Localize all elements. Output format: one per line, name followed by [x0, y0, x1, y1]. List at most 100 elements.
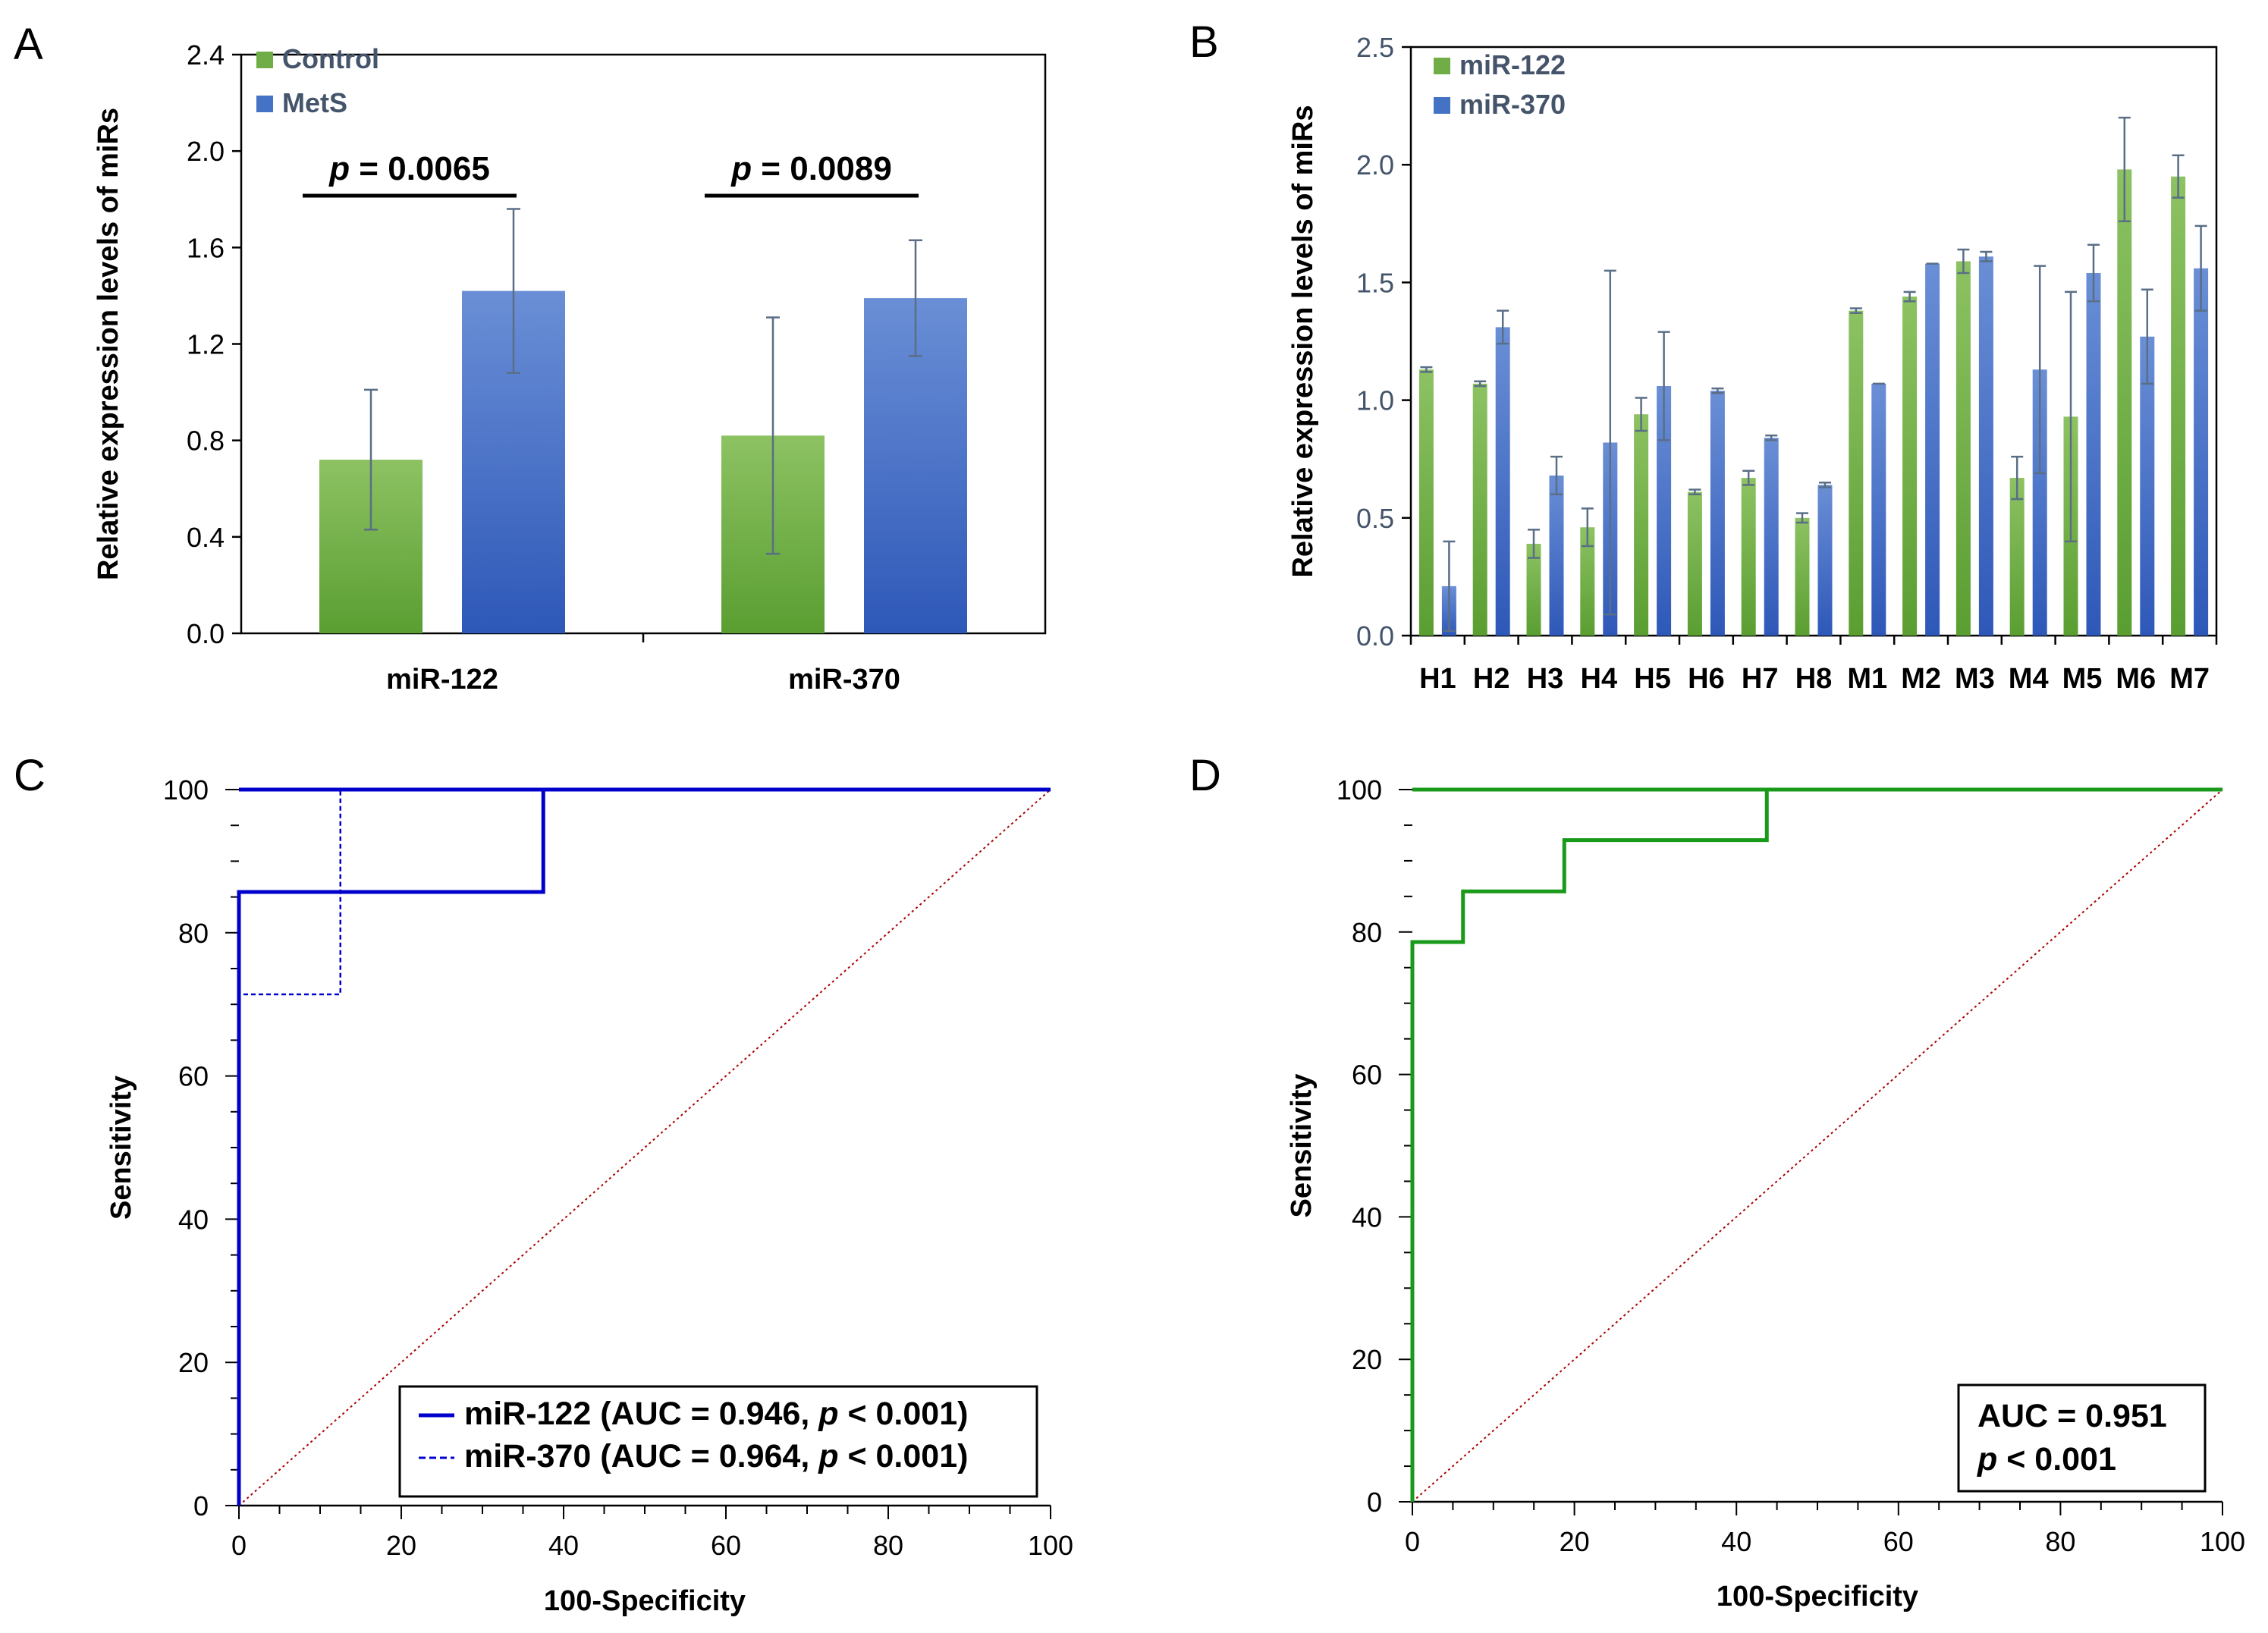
legend-label-control: Control: [282, 43, 379, 74]
category-label: miR-122: [386, 664, 498, 696]
legend-swatch-control: [256, 52, 273, 68]
bar-mir-122-m7: [2171, 176, 2186, 636]
p-value: < 0.001): [839, 1438, 969, 1474]
bar-mir-370-h6: [1710, 391, 1725, 636]
plot-frame: [1409, 46, 2218, 637]
y-tick-label: 0.0: [187, 618, 225, 649]
legend-name: miR-370 (AUC = 0.964,: [464, 1438, 818, 1474]
bar-mir-122-m1: [1849, 310, 1864, 636]
legend-label-mir-370: miR-370 (AUC = 0.964, p < 0.001): [464, 1438, 968, 1474]
y-tick-label: 0.0: [1356, 620, 1394, 652]
y-tick-label: 20: [178, 1347, 209, 1378]
y-tick-label: 20: [1352, 1344, 1382, 1375]
y-tick-label: 40: [178, 1204, 209, 1235]
y-tick-label: 80: [178, 918, 209, 949]
y-axis-title: Sensitivity: [105, 1076, 137, 1220]
bar-mir-370-m1: [1871, 383, 1886, 636]
bar-mir-122-m3: [1955, 261, 1971, 636]
y-tick-label: 2.5: [1356, 32, 1394, 63]
category-label: M6: [2116, 663, 2156, 695]
y-tick-label: 2.0: [187, 136, 225, 167]
category-label: M1: [1847, 663, 1887, 695]
category-label: H1: [1419, 663, 1456, 695]
category-label: H4: [1581, 663, 1618, 695]
p-value: < 0.001: [1997, 1441, 2116, 1478]
category-label: M5: [2062, 663, 2103, 695]
p-value-annotation: p = 0.0089: [730, 150, 892, 187]
y-tick-label: 0: [1367, 1487, 1382, 1518]
x-tick-label: 0: [231, 1530, 247, 1561]
panel-label-c: C: [14, 751, 46, 800]
bar-mir-370-m7: [2194, 268, 2209, 636]
bar-mir-122-h4: [1580, 527, 1595, 636]
bar-mir-370-h2: [1495, 327, 1510, 636]
x-tick-label: 20: [1560, 1526, 1590, 1557]
category-label: M7: [2169, 663, 2210, 695]
bar-mir-370-h3: [1549, 475, 1564, 636]
bar-mir-370-h5: [1657, 385, 1672, 636]
y-tick-label: 1.6: [187, 232, 225, 263]
bar-mir-122-m2: [1902, 297, 1918, 636]
y-axis-title: Sensitivity: [1286, 1073, 1318, 1217]
legend-label-mets: MetS: [282, 87, 347, 118]
bar-mir-370-h7: [1764, 438, 1779, 636]
category-label: H3: [1527, 663, 1564, 695]
auc-label: AUC = 0.951: [1977, 1398, 2167, 1434]
bar-mir-122-h2: [1472, 383, 1487, 636]
x-axis-title: 100-Specificity: [544, 1585, 746, 1617]
category-label: H6: [1688, 663, 1725, 695]
chart-panel-d: 0 20 40 60 80 100 0 20 40 60 80 100 100-Specificity S…: [1286, 774, 2245, 1613]
p-value-annotation: p = 0.0065: [328, 150, 490, 187]
p-value: = 0.0089: [752, 150, 892, 187]
bar-mir-122-h5: [1634, 414, 1649, 636]
chart-panel-b: 0.0 0.5 1.0 1.5 2.0 2.5 Relative expression le…: [1287, 32, 2218, 695]
bar-mir-122-h3: [1526, 543, 1541, 636]
bar-mir-370-h8: [1817, 485, 1833, 636]
legend-name: miR-122 (AUC = 0.946,: [464, 1396, 818, 1432]
panel-label-b: B: [1189, 17, 1219, 67]
x-tick-label: 60: [711, 1530, 741, 1561]
chart-panel-c: 0 20 40 60 80 100 0 20 40 60 80 100 100-Specificity S…: [105, 774, 1073, 1617]
y-axis-title: Relative expression levels of miRs: [1287, 105, 1319, 577]
y-tick-label: 2.4: [187, 39, 225, 71]
p-symbol: p: [818, 1396, 838, 1432]
bar-mir-122-h6: [1687, 491, 1702, 636]
x-tick-label: 20: [386, 1530, 416, 1561]
y-tick-label: 60: [178, 1061, 209, 1092]
p-symbol: p: [730, 150, 752, 187]
legend-swatch-mir-122: [1434, 58, 1450, 74]
x-axis-title: 100-Specificity: [1717, 1581, 1918, 1613]
legend-label-mir-122: miR-122: [1459, 49, 1566, 80]
bar-mir-122-h1: [1418, 369, 1434, 636]
category-label: H7: [1742, 663, 1779, 695]
y-tick-label: 100: [163, 774, 209, 806]
x-tick-label: 40: [1721, 1526, 1751, 1557]
legend-swatch-mets: [256, 96, 273, 112]
bar-mir-370-m2: [1925, 263, 1940, 636]
x-tick-label: 100: [1028, 1530, 1073, 1561]
x-tick-label: 80: [873, 1530, 903, 1561]
roc-line-mir-122: [237, 787, 1051, 1506]
y-tick-label: 0.5: [1356, 503, 1394, 534]
category-label: H2: [1473, 663, 1510, 695]
legend-box: [398, 1385, 1038, 1498]
x-tick-label: 0: [1405, 1526, 1420, 1557]
p-value: = 0.0065: [350, 150, 490, 187]
x-tick-label: 80: [2045, 1526, 2075, 1557]
y-tick-label: 1.5: [1356, 267, 1394, 298]
category-label: M2: [1901, 663, 1941, 695]
legend-swatch-mir-370: [1434, 97, 1450, 114]
category-label: M3: [1955, 663, 1995, 695]
category-label: H8: [1795, 663, 1833, 695]
roc-reference-diagonal: [1412, 789, 2223, 1503]
roc-line-combined: [1410, 787, 2222, 1502]
p-symbol: p: [818, 1438, 838, 1474]
y-tick-label: 2.0: [1356, 149, 1394, 181]
y-tick-label: 40: [1352, 1201, 1382, 1233]
bar-mir-122-m4: [2009, 478, 2025, 636]
y-tick-label: 1.0: [1356, 385, 1394, 416]
y-tick-label: 60: [1352, 1060, 1382, 1091]
category-label: miR-370: [788, 664, 900, 696]
x-tick-label: 40: [548, 1530, 579, 1561]
